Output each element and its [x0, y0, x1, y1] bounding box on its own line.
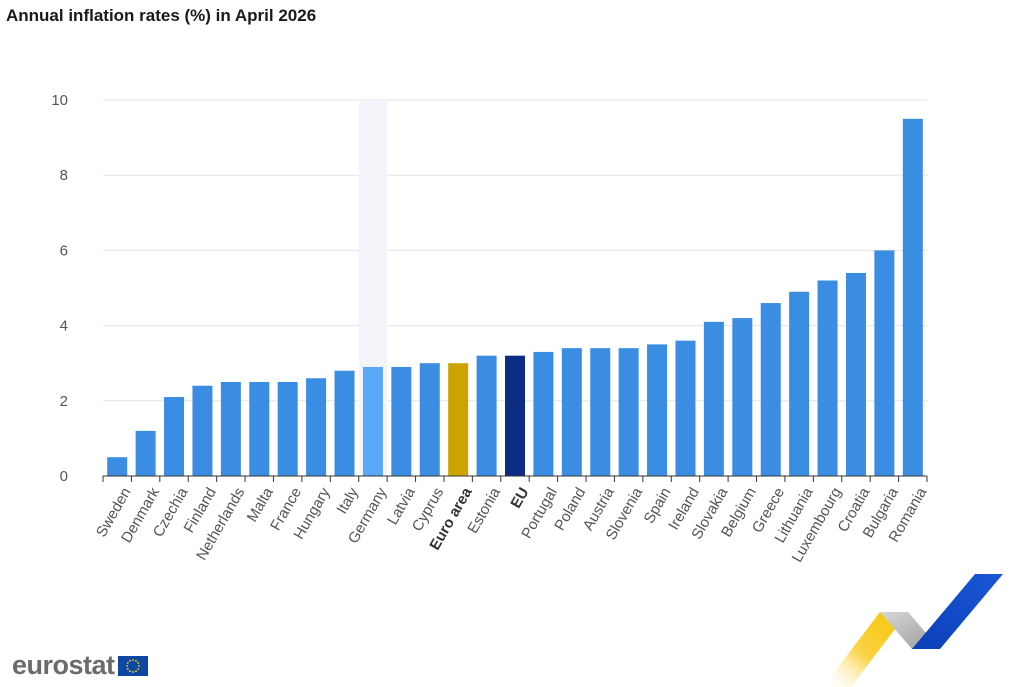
bar-layer	[107, 118, 923, 477]
bar-slovakia[interactable]	[703, 321, 724, 476]
bar-france[interactable]	[277, 382, 298, 476]
bar-euro-area[interactable]	[448, 363, 469, 476]
eu-flag-icon	[117, 655, 148, 676]
eurostat-logo[interactable]: eurostat	[12, 650, 148, 681]
bar-austria[interactable]	[590, 348, 611, 476]
bar-germany[interactable]	[362, 366, 383, 476]
bar-latvia[interactable]	[391, 366, 412, 476]
bar-poland[interactable]	[561, 348, 582, 476]
bar-croatia[interactable]	[845, 272, 866, 476]
bar-greece[interactable]	[760, 303, 781, 476]
bar-ireland[interactable]	[675, 340, 696, 476]
bar-slovenia[interactable]	[618, 348, 639, 476]
bar-luxembourg[interactable]	[817, 280, 838, 476]
chart-title: Annual inflation rates (%) in April 2026	[6, 6, 317, 25]
bar-sweden[interactable]	[107, 457, 128, 476]
bar-romania[interactable]	[902, 118, 923, 477]
bar-finland[interactable]	[192, 385, 213, 476]
y-axis-ticks: 0 2 4 6 8 10	[51, 92, 68, 485]
y-tick-label: 2	[60, 393, 68, 410]
bar-hungary[interactable]	[306, 378, 327, 476]
y-tick-label: 10	[51, 92, 68, 109]
bar-estonia[interactable]	[476, 355, 497, 476]
logo-text: eurostat	[12, 650, 115, 680]
y-tick-label: 4	[60, 318, 68, 335]
bar-bulgaria[interactable]	[874, 250, 895, 476]
bar-malta[interactable]	[249, 382, 270, 476]
bar-lithuania[interactable]	[789, 291, 810, 476]
bar-spain[interactable]	[647, 344, 668, 476]
bar-eu[interactable]	[505, 355, 525, 476]
bar-italy[interactable]	[334, 370, 355, 476]
bar-cyprus[interactable]	[419, 363, 440, 476]
bar-netherlands[interactable]	[220, 382, 241, 476]
y-tick-label: 0	[60, 468, 68, 485]
y-tick-label: 8	[60, 167, 68, 184]
bar-denmark[interactable]	[135, 430, 156, 476]
bar-czechia[interactable]	[164, 397, 185, 476]
bar-portugal[interactable]	[533, 351, 554, 476]
y-tick-label: 6	[60, 242, 68, 259]
bar-belgium[interactable]	[732, 318, 753, 476]
